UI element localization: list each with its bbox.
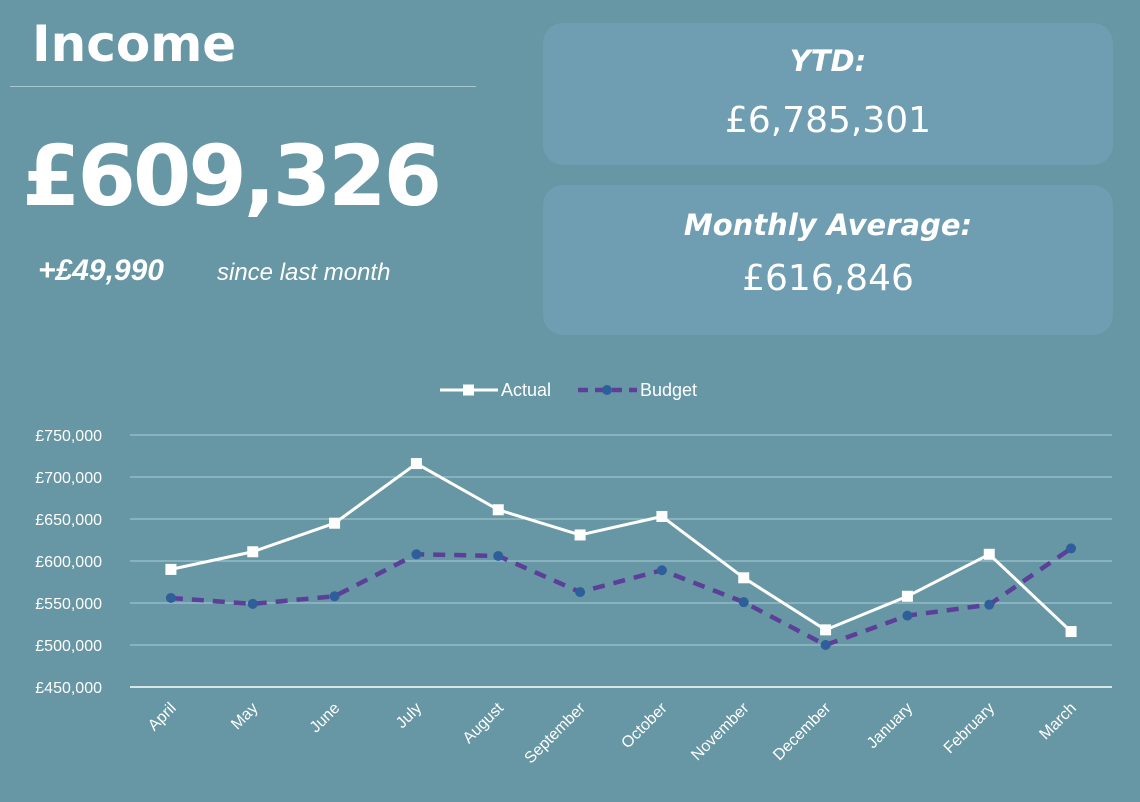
x-tick-label: October (618, 699, 671, 752)
page-title: Income (32, 15, 237, 73)
actual-point (329, 517, 341, 529)
actual-point (492, 504, 504, 516)
x-tick-label: July (393, 700, 425, 732)
budget-point (493, 550, 504, 561)
y-tick-label: £600,000 (35, 554, 102, 571)
monthly-average-value: £616,846 (742, 258, 914, 299)
actual-point (820, 624, 832, 636)
legend-actual-swatch-marker (463, 384, 474, 396)
change-label: since last month (217, 259, 391, 286)
x-tick-label: September (522, 699, 590, 767)
budget-point (165, 592, 176, 603)
ytd-card: YTD: £6,785,301 (543, 23, 1113, 165)
actual-point (738, 572, 750, 584)
y-tick-label: £550,000 (35, 596, 102, 613)
y-tick-label: £700,000 (35, 470, 102, 487)
ytd-label: YTD: (789, 44, 867, 78)
monthly-average-label: Monthly Average: (683, 208, 973, 242)
series-line-actual (170, 462, 1073, 633)
actual-point (247, 546, 259, 558)
budget-point (247, 598, 258, 609)
x-tick-label: January (864, 700, 916, 752)
budget-point (329, 591, 340, 602)
x-tick-label: November (688, 699, 753, 764)
y-tick-label: £450,000 (35, 680, 102, 697)
actual-point (1065, 626, 1077, 638)
budget-point (820, 640, 831, 650)
budget-point (984, 599, 995, 610)
legend-actual-label: Actual (501, 380, 551, 400)
x-tick-label: December (770, 699, 835, 764)
y-tick-label: £500,000 (35, 638, 102, 655)
legend-budget-swatch-marker (602, 385, 612, 395)
x-tick-label: June (307, 700, 344, 737)
monthly-average-card: Monthly Average: £616,846 (543, 185, 1113, 335)
change-value: +£49,990 (38, 254, 164, 287)
actual-point (410, 458, 422, 470)
current-income-value: £609,326 (22, 127, 442, 225)
actual-point (574, 529, 586, 541)
budget-point (1066, 543, 1077, 554)
title-divider (10, 86, 476, 87)
y-tick-label: £750,000 (35, 428, 102, 445)
budget-point (902, 610, 913, 621)
budget-point (656, 565, 667, 576)
legend-budget-label: Budget (640, 380, 697, 400)
ytd-value: £6,785,301 (724, 100, 932, 141)
actual-point (901, 590, 913, 602)
budget-point (411, 549, 422, 560)
actual-point (656, 510, 668, 522)
budget-point (738, 597, 749, 608)
x-tick-label: February (941, 700, 998, 757)
budget-point (575, 587, 586, 598)
actual-point (165, 563, 177, 575)
actual-point (983, 548, 995, 560)
x-tick-label: May (228, 700, 261, 733)
y-tick-label: £650,000 (35, 512, 102, 529)
income-line-chart: £450,000 £500,000 £550,000 £600,000 £650,000… (35, 380, 1112, 767)
x-tick-label: April (145, 700, 180, 735)
x-tick-label: March (1036, 700, 1079, 743)
x-tick-label: August (460, 699, 508, 747)
series-line-budget (170, 546, 1073, 648)
